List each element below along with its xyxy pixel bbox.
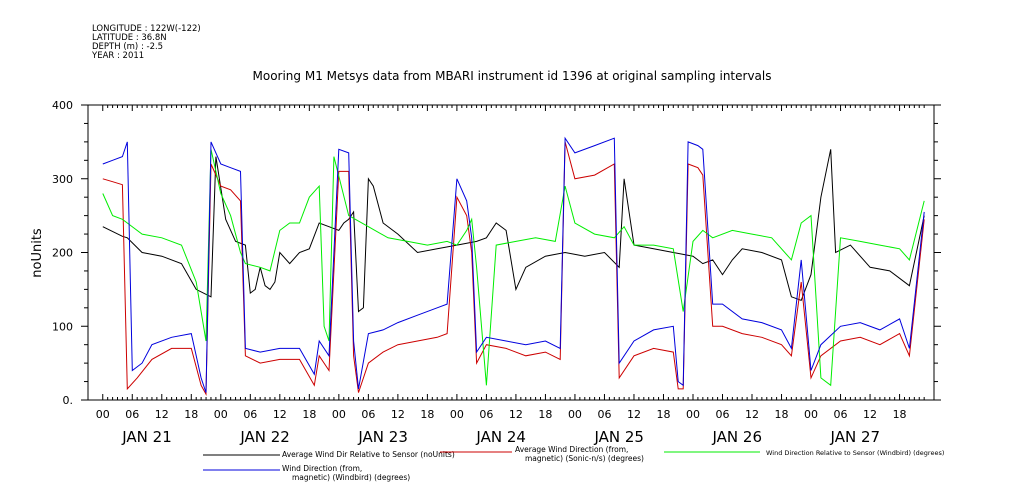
x-tick-label: 00 [686,408,700,421]
x-tick-label: 00 [332,408,346,421]
legend-label: Wind Direction (from, [282,464,362,473]
legend-label: magnetic) (Sonic-n/s) (degrees) [525,454,644,463]
x-tick-label: 18 [656,408,670,421]
x-tick-label: 06 [597,408,611,421]
x-tick-label: 00 [214,408,228,421]
day-label: JAN 25 [593,428,644,446]
y-tick-label: 300 [52,173,73,186]
day-label: JAN 27 [830,428,881,446]
x-tick-label: 06 [243,408,257,421]
meta-line: YEAR : 2011 [91,51,144,61]
x-tick-label: 00 [96,408,110,421]
x-tick-label: 00 [804,408,818,421]
day-label: JAN 22 [239,428,290,446]
day-label: JAN 24 [475,428,526,446]
x-tick-label: 12 [509,408,523,421]
x-tick-label: 18 [893,408,907,421]
series-lines [102,136,925,396]
meta-line: LATITUDE : 36.8N [92,33,167,43]
legend-label: magnetic) (Windbird) (degrees) [292,473,410,482]
x-tick-label: 06 [834,408,848,421]
x-tick-label: 18 [184,408,198,421]
x-tick-label: 12 [155,408,169,421]
legend-label: Average Wind Direction (from, [515,445,628,454]
meta-line: LONGITUDE : 122W(-122) [92,24,201,34]
x-tick-label: 00 [450,408,464,421]
x-tick-label: 12 [391,408,405,421]
series-line-3 [102,149,925,387]
y-axis-label: noUnits [30,228,45,278]
axis-ticks [81,104,941,401]
x-tick-label: 18 [775,408,789,421]
x-tick-label: 12 [863,408,877,421]
y-tick-label: 400 [52,99,73,112]
day-label: JAN 23 [357,428,408,446]
y-tick-label: 100 [52,320,73,333]
meta-line: DEPTH (m) : -2.5 [92,42,163,52]
x-tick-label: 06 [479,408,493,421]
chart-title: Mooring M1 Metsys data from MBARI instru… [253,69,772,83]
legend-label: Average Wind Dir Relative to Sensor (noU… [282,450,455,459]
day-label: JAN 26 [712,428,763,446]
series-line-2 [102,141,925,396]
legend: Average Wind Dir Relative to Sensor (noU… [203,445,944,482]
x-tick-label: 06 [361,408,375,421]
plot-frame [87,104,935,401]
day-label: JAN 21 [121,428,172,446]
x-tick-label: 12 [745,408,759,421]
x-tick-label: 06 [125,408,139,421]
x-tick-label: 18 [538,408,552,421]
x-tick-label: 06 [716,408,730,421]
x-tick-label: 18 [420,408,434,421]
x-tick-label: 12 [627,408,641,421]
series-line-4 [102,136,925,393]
day-labels: JAN 21 JAN 22 JAN 23 JAN 24 JAN 25 JAN 26 JAN … [121,428,880,446]
y-tick-labels: 0. 100 200 300 400 [52,99,73,407]
y-tick-label: 200 [52,247,73,260]
legend-label: Wind Direction Relative to Sensor (Windb… [766,449,944,457]
series-line-1 [102,149,925,313]
metadata-block: LONGITUDE : 122W(-122)LATITUDE : 36.8NDE… [91,24,201,61]
y-tick-label: 0. [63,394,74,407]
x-tick-label: 12 [273,408,287,421]
x-tick-labels: 00 06 12 18 00 06 12 18 00 06 12 18 00 06 12 18 00 06 12 18… [96,408,907,421]
x-tick-label: 18 [302,408,316,421]
x-tick-label: 00 [568,408,582,421]
